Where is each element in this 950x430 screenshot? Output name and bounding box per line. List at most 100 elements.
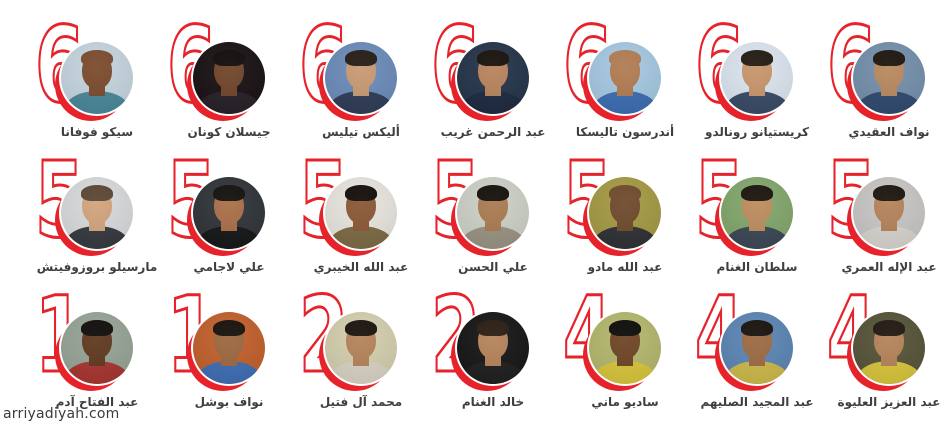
player-name: نواف العقيدي xyxy=(848,125,930,139)
player-photo xyxy=(193,177,265,249)
avatar-hair xyxy=(609,320,641,336)
avatar-head xyxy=(874,53,904,89)
player-name: عبد العزيز العليوة xyxy=(837,395,941,409)
avatar-shoulders xyxy=(725,361,789,384)
avatar-hair xyxy=(213,320,245,336)
player-card: 5 علي الحسن xyxy=(427,147,559,289)
player-photo xyxy=(61,42,133,114)
avatar-shoulders xyxy=(857,226,921,249)
avatar-head xyxy=(346,53,376,89)
avatar-hair xyxy=(741,320,773,336)
player-photo xyxy=(457,312,529,384)
player-card: 6 أليكس تيليس xyxy=(295,12,427,154)
player-photo xyxy=(589,177,661,249)
avatar-neck xyxy=(485,82,501,96)
player-card: 4 ساديو ماني xyxy=(559,282,691,424)
player-card: 6 سيكو فوفانا xyxy=(31,12,163,154)
player-photo xyxy=(589,42,661,114)
player-card: 6 كريستيانو رونالدو xyxy=(691,12,823,154)
avatar-shoulders xyxy=(197,226,261,249)
player-name: أندرسون تاليسكا xyxy=(575,125,675,139)
avatar-head xyxy=(742,323,772,359)
avatar-hair xyxy=(345,185,377,201)
avatar-hair xyxy=(477,185,509,201)
avatar-shoulders xyxy=(65,226,129,249)
avatar-hair xyxy=(477,320,509,336)
player-name: عبد الله مادو xyxy=(587,260,663,274)
player-name: أليكس تيليس xyxy=(322,125,400,139)
player-card: 6 أندرسون تاليسكا xyxy=(559,12,691,154)
avatar-head xyxy=(82,53,112,89)
avatar-neck xyxy=(485,217,501,231)
player-card: 6 عبد الرحمن غريب xyxy=(427,12,559,154)
avatar-neck xyxy=(353,217,369,231)
avatar-neck xyxy=(485,352,501,366)
avatar-head xyxy=(82,188,112,224)
player-photo xyxy=(721,312,793,384)
avatar-shoulders xyxy=(65,361,129,384)
avatar-neck xyxy=(89,217,105,231)
avatar-shoulders xyxy=(857,91,921,114)
avatar-head xyxy=(610,188,640,224)
avatar-hair xyxy=(477,50,509,66)
player-name: ساديو ماني xyxy=(591,395,659,409)
avatar-hair xyxy=(741,50,773,66)
player-name: عبد الإله العمري xyxy=(841,260,937,274)
player-photo xyxy=(193,312,265,384)
avatar-head xyxy=(478,188,508,224)
player-photo xyxy=(589,312,661,384)
player-name: علي لاجامي xyxy=(193,260,265,274)
player-photo xyxy=(325,42,397,114)
avatar-neck xyxy=(221,82,237,96)
avatar-shoulders xyxy=(857,361,921,384)
player-name: عبد الله الخيبري xyxy=(313,260,409,274)
player-name: علي الحسن xyxy=(458,260,528,274)
player-photo xyxy=(193,42,265,114)
player-card: 6 نواف العقيدي xyxy=(823,12,950,154)
watermark: arriyadiyah.com xyxy=(3,406,120,422)
avatar-head xyxy=(346,188,376,224)
player-card: 2 محمد آل فتيل xyxy=(295,282,427,424)
avatar-shoulders xyxy=(461,226,525,249)
avatar-shoulders xyxy=(329,226,393,249)
avatar-hair xyxy=(873,185,905,201)
avatar-hair xyxy=(873,320,905,336)
avatar-head xyxy=(742,53,772,89)
player-card: 2 خالد الغنام xyxy=(427,282,559,424)
player-photo xyxy=(325,312,397,384)
avatar-shoulders xyxy=(725,91,789,114)
avatar-neck xyxy=(881,82,897,96)
avatar-shoulders xyxy=(593,226,657,249)
avatar-hair xyxy=(345,50,377,66)
player-name: نواف بوشل xyxy=(194,395,264,409)
player-photo xyxy=(853,42,925,114)
avatar-hair xyxy=(609,50,641,66)
player-photo xyxy=(457,42,529,114)
avatar-neck xyxy=(881,352,897,366)
player-card: 5 علي لاجامي xyxy=(163,147,295,289)
avatar-neck xyxy=(617,82,633,96)
player-name: سلطان الغنام xyxy=(716,260,798,274)
player-photo xyxy=(721,177,793,249)
avatar-head xyxy=(346,323,376,359)
player-card: 4 عبد المجيد الصليهم xyxy=(691,282,823,424)
avatar-hair xyxy=(873,50,905,66)
avatar-shoulders xyxy=(593,361,657,384)
avatar-head xyxy=(610,323,640,359)
avatar-head xyxy=(610,53,640,89)
player-card: 6 جيسلان كونان xyxy=(163,12,295,154)
avatar-neck xyxy=(89,352,105,366)
player-name: مارسيلو بروزوفيتش xyxy=(36,260,158,274)
avatar-neck xyxy=(221,352,237,366)
player-name: سيكو فوفانا xyxy=(60,125,134,139)
player-photo xyxy=(853,312,925,384)
avatar-shoulders xyxy=(461,361,525,384)
avatar-head xyxy=(874,188,904,224)
player-card: 5 سلطان الغنام xyxy=(691,147,823,289)
avatar-neck xyxy=(749,352,765,366)
player-photo xyxy=(457,177,529,249)
avatar-head xyxy=(82,323,112,359)
avatar-head xyxy=(214,323,244,359)
avatar-head xyxy=(874,323,904,359)
avatar-neck xyxy=(89,82,105,96)
